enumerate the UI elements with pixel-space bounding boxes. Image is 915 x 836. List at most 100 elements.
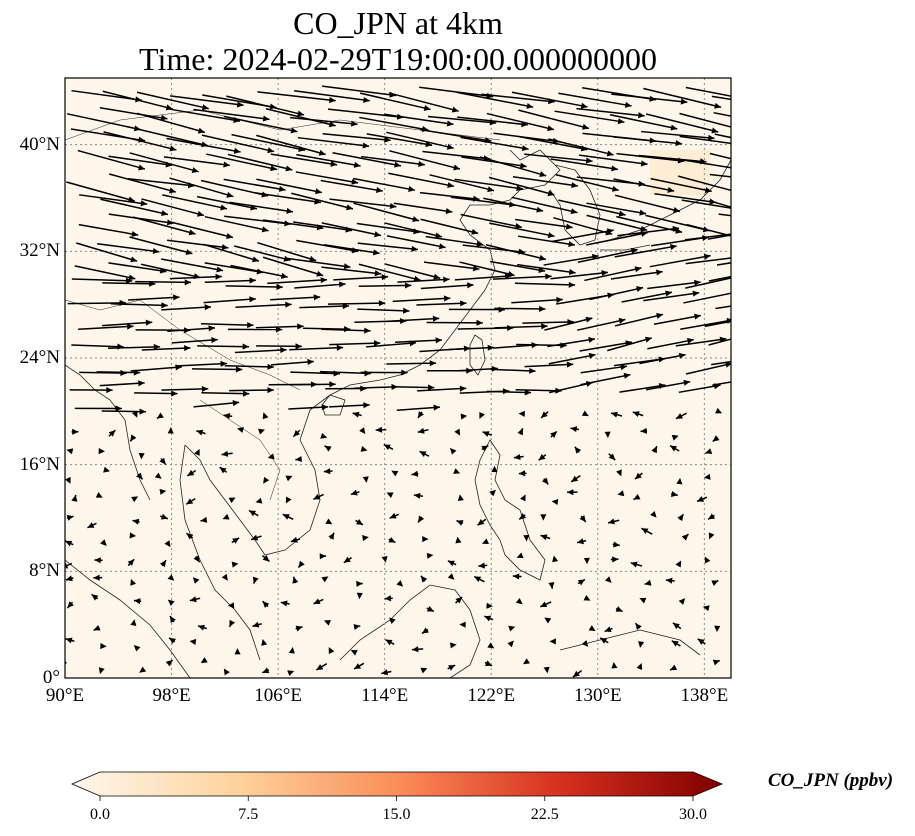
wind-arrow [99, 107, 168, 121]
wind-arrow [610, 556, 619, 563]
wind-arrow [638, 641, 645, 648]
wind-arrow [358, 263, 421, 282]
wind-arrow [449, 447, 457, 455]
wind-arrow [538, 453, 547, 461]
wind-arrow [127, 558, 135, 567]
wind-arrow [392, 384, 435, 391]
wind-arrow [391, 470, 399, 477]
gridlines [65, 78, 731, 678]
wind-arrow [320, 179, 383, 194]
wind-arrow [487, 642, 495, 649]
wind-arrow [108, 173, 177, 194]
wind-arrow [292, 429, 301, 438]
wind-arrow [66, 181, 136, 203]
wind-arrow [608, 453, 616, 461]
wind-arrow [517, 263, 576, 275]
wind-arrow [343, 556, 352, 564]
wind-arrow [685, 361, 731, 375]
wind-arrow [494, 305, 546, 312]
wind-arrow [457, 494, 464, 502]
wind-arrow [358, 282, 412, 289]
wind-arrow [320, 432, 328, 439]
wind-arrow [97, 242, 160, 255]
wind-arrow [621, 290, 673, 303]
wind-arrow [494, 323, 548, 330]
wind-arrow [413, 492, 424, 499]
wind-arrow [235, 301, 292, 308]
wind-arrow [547, 336, 596, 348]
wind-vectors [65, 85, 731, 678]
wind-arrow [604, 576, 612, 583]
wind-arrow [167, 427, 174, 434]
wind-arrow [524, 153, 593, 164]
wind-arrow [460, 136, 529, 152]
latitude-tick-label: 0° [42, 667, 60, 688]
wind-arrow [169, 95, 244, 108]
wind-arrow [580, 364, 628, 374]
wind-arrow [523, 535, 530, 542]
wind-arrow [360, 445, 368, 452]
wind-arrow [388, 172, 455, 189]
wind-arrow [156, 412, 164, 420]
wind-arrow [613, 136, 683, 147]
wind-arrow [684, 233, 731, 241]
wind-arrow [520, 494, 526, 502]
longitude-tick-label: 122°E [467, 685, 516, 706]
wind-arrow [678, 598, 686, 605]
wind-arrow [193, 555, 201, 563]
wind-arrow [540, 514, 547, 521]
wind-arrow [200, 657, 208, 664]
wind-arrow [641, 130, 715, 141]
wind-arrow [479, 156, 547, 178]
wind-arrow [611, 661, 618, 669]
wind-arrow [417, 411, 424, 419]
wind-arrow [425, 235, 484, 248]
wind-arrow [712, 435, 720, 443]
wind-arrow [671, 491, 678, 497]
wind-arrow [485, 244, 547, 261]
wind-arrow [555, 173, 619, 192]
wind-arrow [129, 434, 137, 442]
wind-arrow [290, 116, 358, 127]
wind-arrow [676, 477, 683, 485]
wind-arrow [222, 513, 230, 520]
wind-arrow [256, 178, 322, 195]
wind-arrow [454, 178, 523, 192]
wind-arrow [447, 573, 455, 580]
wind-arrow [167, 599, 175, 606]
wind-arrow [319, 553, 327, 560]
wind-arrow [574, 446, 582, 454]
wind-arrow [486, 602, 493, 609]
wind-arrow [128, 294, 180, 301]
wind-arrow [389, 150, 461, 171]
wind-arrow [352, 411, 362, 418]
wind-arrow [649, 253, 711, 268]
wind-arrow [482, 431, 493, 437]
wind-arrow [159, 457, 167, 466]
colorbar-tick-label: 22.5 [530, 806, 559, 823]
wind-arrow [65, 637, 75, 644]
wind-arrow [381, 669, 392, 676]
wind-arrow [420, 282, 474, 290]
wind-arrow [454, 428, 461, 436]
wind-arrow [141, 345, 191, 352]
wind-arrow [518, 410, 525, 417]
wind-arrow [168, 220, 234, 239]
wind-arrow [315, 663, 328, 671]
wind-arrow [550, 430, 558, 438]
wind-arrow [392, 295, 451, 303]
wind-arrow [71, 277, 133, 284]
wind-arrow [677, 175, 731, 192]
wind-arrow [103, 131, 177, 152]
wind-arrow [175, 360, 227, 367]
wind-arrow [224, 363, 274, 370]
wind-arrow [226, 95, 305, 117]
wind-arrow [460, 213, 523, 229]
wind-arrow [456, 519, 464, 526]
wind-arrow [227, 602, 235, 609]
wind-arrow [677, 513, 685, 522]
wind-arrow [223, 178, 286, 192]
wind-arrow [512, 573, 522, 580]
wind-arrow [221, 573, 228, 581]
wind-arrow [136, 91, 209, 111]
